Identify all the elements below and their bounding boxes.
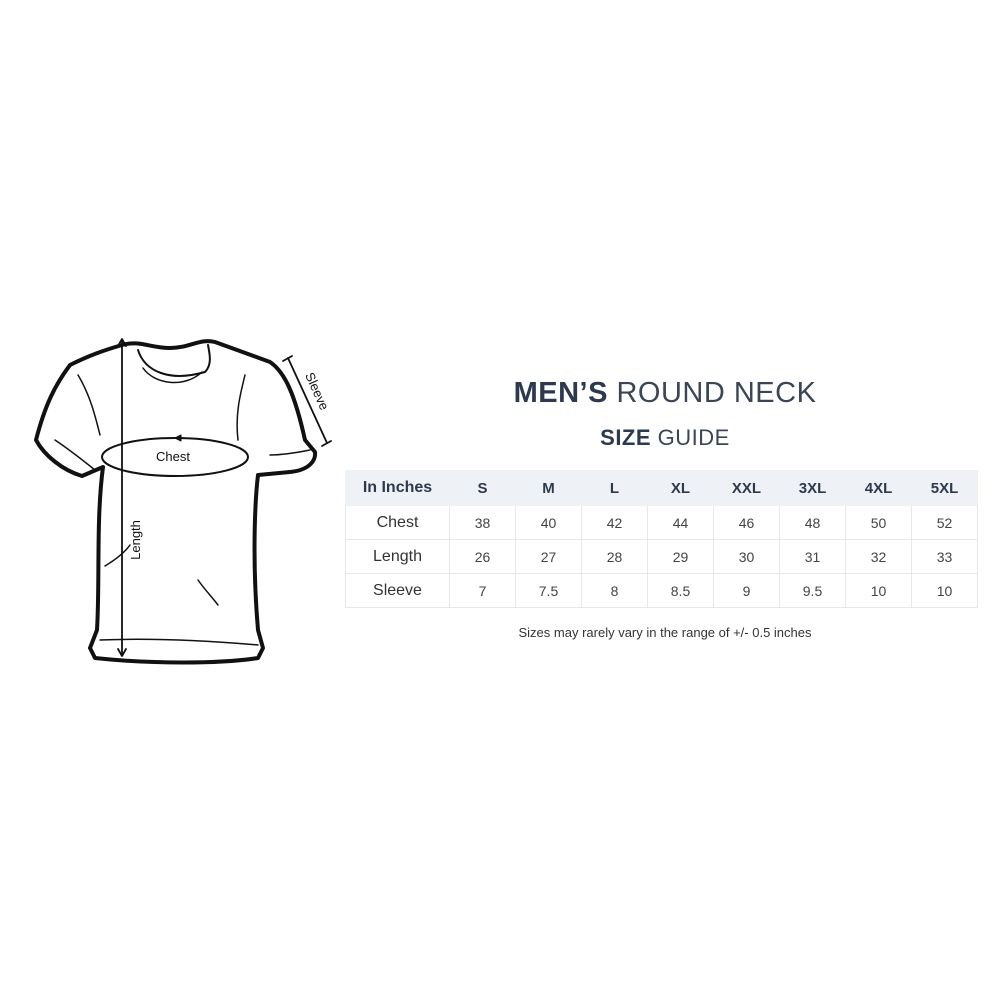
sleeve-label: Sleeve [302,370,332,412]
size-header: XL [647,470,714,506]
length-label: Length [128,520,143,560]
corner-header: In Inches [345,470,450,506]
table-row: Length 26 27 28 29 30 31 32 33 [345,539,978,574]
table-row: Chest 38 40 42 44 46 48 50 52 [345,505,978,540]
table-cell: 42 [581,505,648,540]
size-header: XXL [713,470,780,506]
size-header: 3XL [779,470,846,506]
subtitle-light: GUIDE [657,425,730,450]
table-cell: 38 [449,505,516,540]
table-cell: 28 [581,539,648,574]
table-cell: 27 [515,539,582,574]
page-title: MEN’S ROUND NECK [345,377,985,410]
table-cell: 29 [647,539,714,574]
size-header: L [581,470,648,506]
size-note: Sizes may rarely vary in the range of +/… [518,625,812,640]
table-row: Sleeve 7 7.5 8 8.5 9 9.5 10 10 [345,573,978,608]
shirt-outline [34,339,318,665]
table-cell: 40 [515,505,582,540]
table-cell: 52 [911,505,978,540]
size-header: 4XL [845,470,912,506]
sleeve-measure-line [287,357,328,444]
row-label: Length [345,539,450,574]
table-cell: 8 [581,573,648,608]
tshirt-diagram: Chest Length Sleeve [34,338,332,665]
table-cell: 10 [845,573,912,608]
table-header-row: In Inches S M L XL XXL 3XL 4XL 5XL [345,470,978,506]
table-cell: 46 [713,505,780,540]
title-bold: MEN’S [513,377,608,409]
chest-label: Chest [156,449,190,464]
page-subtitle: SIZE GUIDE [345,425,985,451]
table-cell: 33 [911,539,978,574]
title-light: ROUND NECK [616,377,817,409]
table-cell: 44 [647,505,714,540]
subtitle-bold: SIZE [600,425,652,450]
table-cell: 9.5 [779,573,846,608]
table-cell: 50 [845,505,912,540]
table-cell: 8.5 [647,573,714,608]
table-cell: 48 [779,505,846,540]
row-label: Sleeve [345,573,450,608]
table-cell: 32 [845,539,912,574]
size-table: In Inches S M L XL XXL 3XL 4XL 5XL Chest… [345,470,978,608]
table-cell: 7 [449,573,516,608]
table-cell: 10 [911,573,978,608]
size-header: S [449,470,516,506]
table-cell: 26 [449,539,516,574]
size-header: M [515,470,582,506]
table-cell: 7.5 [515,573,582,608]
size-header: 5XL [911,470,978,506]
table-cell: 31 [779,539,846,574]
table-cell: 30 [713,539,780,574]
table-cell: 9 [713,573,780,608]
row-label: Chest [345,505,450,540]
